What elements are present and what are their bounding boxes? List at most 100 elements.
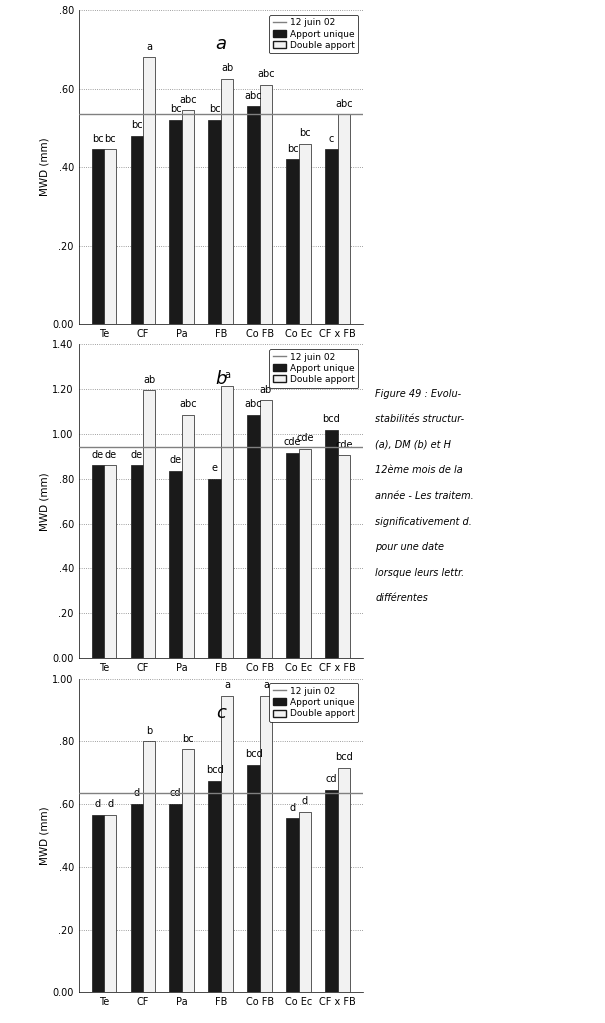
Bar [169, 804, 182, 992]
Text: b: b [146, 725, 152, 736]
Bar [247, 765, 260, 992]
Bar [143, 742, 155, 992]
Bar [338, 115, 350, 324]
Bar [131, 804, 143, 992]
Text: différentes: différentes [375, 593, 428, 604]
Bar [104, 465, 117, 658]
Bar [260, 696, 272, 992]
Text: cde: cde [296, 433, 313, 443]
Text: de: de [92, 450, 104, 459]
Text: abc: abc [179, 94, 197, 104]
Bar [221, 696, 234, 992]
Text: bc: bc [182, 733, 194, 744]
Bar [299, 143, 311, 324]
Text: b: b [215, 369, 226, 388]
Bar [143, 57, 155, 324]
Y-axis label: MWD (mm): MWD (mm) [40, 806, 50, 864]
Text: pour une date: pour une date [375, 542, 444, 552]
Text: e: e [212, 463, 218, 474]
Text: Figure 49 : Evolu-: Figure 49 : Evolu- [375, 389, 461, 399]
Bar [286, 453, 299, 658]
Text: bc: bc [209, 104, 220, 115]
Text: c: c [329, 134, 334, 144]
Bar [169, 120, 182, 324]
Y-axis label: MWD (mm): MWD (mm) [39, 472, 50, 531]
Text: lorsque leurs lettr.: lorsque leurs lettr. [375, 568, 465, 578]
Bar [131, 465, 143, 658]
Text: de: de [104, 450, 116, 459]
Text: cde: cde [335, 440, 353, 450]
Text: d: d [134, 789, 140, 798]
Text: ab: ab [221, 63, 233, 74]
Legend: 12 juin 02, Apport unique, Double apport: 12 juin 02, Apport unique, Double apport [269, 349, 359, 388]
Bar [91, 149, 104, 324]
Bar [221, 79, 234, 324]
Text: abc: abc [257, 70, 275, 79]
Text: a: a [215, 36, 226, 53]
Bar [169, 471, 182, 658]
Text: bc: bc [287, 143, 298, 153]
Bar [338, 768, 350, 992]
Bar [182, 415, 194, 658]
Bar [91, 815, 104, 992]
Y-axis label: MWD (mm): MWD (mm) [40, 138, 50, 196]
Text: abc: abc [335, 98, 353, 108]
Text: bc: bc [170, 104, 182, 115]
Bar [325, 149, 338, 324]
Bar [131, 136, 143, 324]
Bar [91, 465, 104, 658]
Text: a: a [224, 370, 230, 381]
Bar [325, 790, 338, 992]
Bar [208, 781, 221, 992]
Legend: 12 juin 02, Apport unique, Double apport: 12 juin 02, Apport unique, Double apport [269, 14, 359, 53]
Text: bc: bc [299, 128, 311, 138]
Bar [338, 455, 350, 658]
Text: de: de [131, 450, 143, 459]
Bar [299, 812, 311, 992]
Text: c: c [216, 704, 226, 721]
Text: bc: bc [105, 134, 116, 144]
Text: significativement d.: significativement d. [375, 517, 472, 527]
Bar [260, 400, 272, 658]
Text: d: d [302, 796, 308, 806]
Text: de: de [169, 455, 181, 465]
Text: cde: cde [284, 438, 301, 447]
Bar [247, 415, 260, 658]
Text: bc: bc [131, 120, 143, 130]
Bar [104, 149, 117, 324]
Bar [286, 818, 299, 992]
Text: bcd: bcd [244, 749, 263, 759]
Bar [221, 386, 234, 658]
Bar [208, 120, 221, 324]
Text: d: d [107, 799, 113, 809]
Text: bc: bc [92, 134, 103, 144]
Bar [182, 749, 194, 992]
Text: cd: cd [170, 789, 182, 798]
Text: abc: abc [244, 399, 263, 409]
Bar [299, 449, 311, 658]
Bar [182, 110, 194, 324]
Text: année - Les traitem.: année - Les traitem. [375, 491, 474, 501]
Text: d: d [95, 799, 101, 809]
Bar [325, 430, 338, 658]
Text: abc: abc [244, 91, 263, 100]
Bar [208, 479, 221, 658]
Text: cd: cd [325, 774, 337, 785]
Text: ab: ab [143, 374, 155, 385]
Text: a: a [146, 42, 152, 51]
Text: bcd: bcd [206, 765, 223, 774]
Bar [143, 391, 155, 658]
Text: d: d [289, 803, 295, 812]
Bar [260, 85, 272, 324]
Text: a: a [263, 680, 269, 691]
Text: bcd: bcd [322, 414, 340, 424]
Text: (a), DM (b) et H: (a), DM (b) et H [375, 440, 451, 450]
Legend: 12 juin 02, Apport unique, Double apport: 12 juin 02, Apport unique, Double apport [269, 683, 359, 722]
Bar [104, 815, 117, 992]
Bar [286, 160, 299, 324]
Text: a: a [224, 680, 230, 691]
Text: 12ème mois de la: 12ème mois de la [375, 465, 463, 476]
Bar [247, 106, 260, 324]
Text: ab: ab [260, 385, 272, 395]
Text: abc: abc [179, 399, 197, 409]
